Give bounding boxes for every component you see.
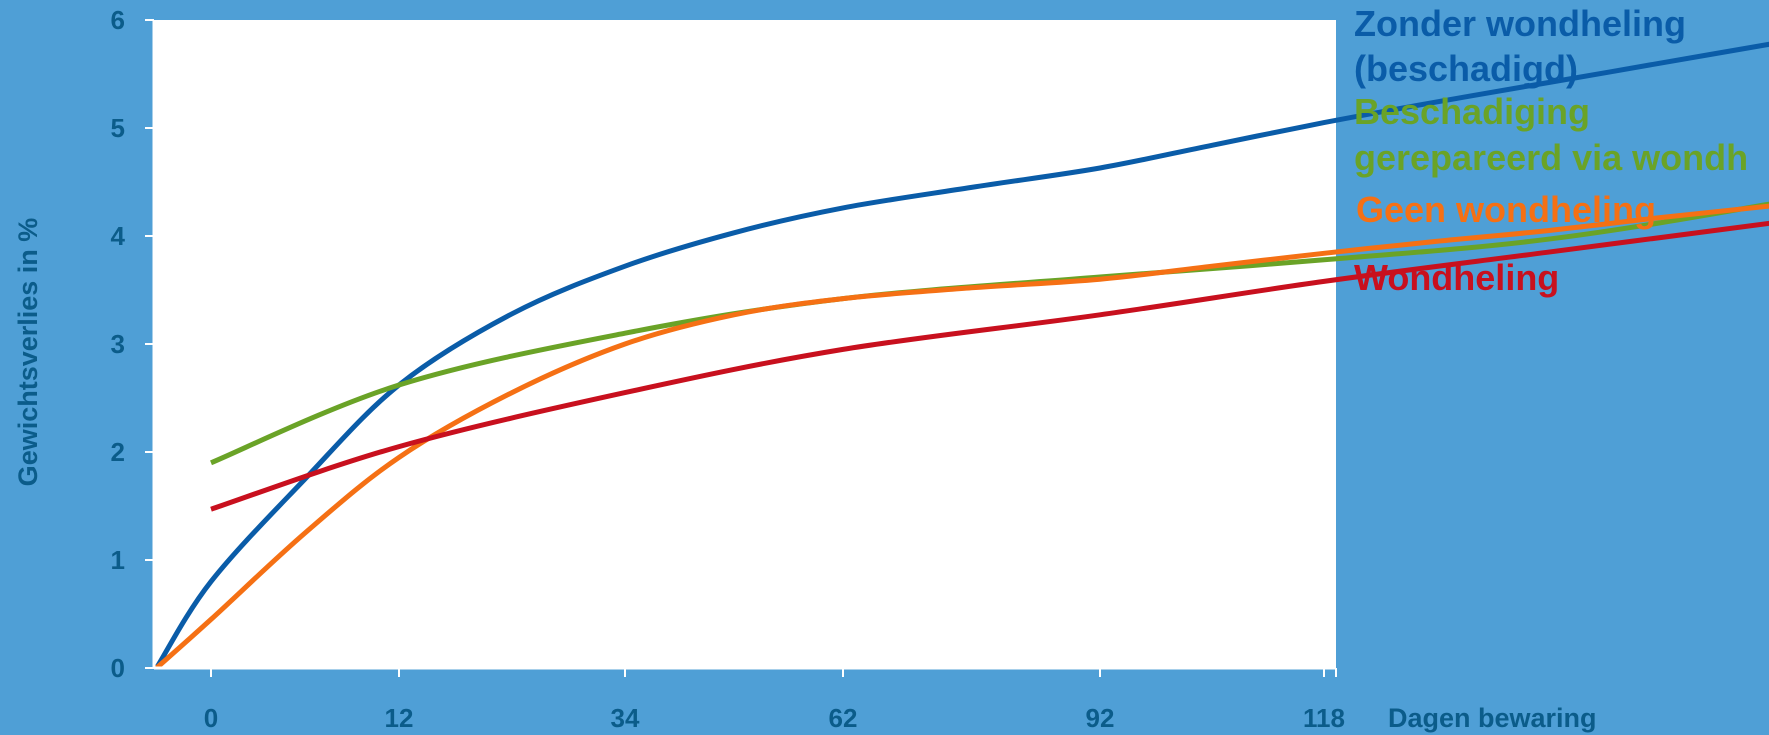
y-tick-label-5: 5 — [111, 113, 125, 143]
legend-geen-wondheling: Geen wondheling — [1356, 189, 1656, 230]
y-axis-label: Gewichtsverlies in % — [13, 218, 43, 487]
series-line-geen-wondheling — [154, 203, 1769, 670]
legend: Zonder wondheling (beschadigd) Beschadig… — [1354, 3, 1748, 298]
x-tick-label-92: 92 — [1086, 703, 1115, 733]
y-tick-label-2: 2 — [111, 437, 125, 467]
x-tick-label-12: 12 — [385, 703, 414, 733]
y-tick-label-0: 0 — [111, 653, 125, 683]
plot-area — [154, 20, 1336, 668]
x-tick-label-118: 118 — [1303, 703, 1345, 733]
legend-wondheling: Wondheling — [1354, 257, 1559, 298]
series-lines — [154, 41, 1769, 670]
x-tick-label-62: 62 — [829, 703, 858, 733]
series-line-zonder-wondheling-beschadigd — [154, 41, 1769, 670]
legend-zonder-wondheling: Zonder wondheling (beschadigd) — [1354, 3, 1696, 89]
x-tick-label-34: 34 — [611, 703, 640, 733]
y-tick-label-1: 1 — [111, 545, 125, 575]
y-tick-label-3: 3 — [111, 329, 125, 359]
y-tick-label-4: 4 — [111, 221, 126, 251]
x-axis-label: Dagen bewaring — [1388, 703, 1597, 733]
series-line-wondheling — [210, 220, 1769, 512]
y-tick-label-6: 6 — [111, 5, 125, 35]
x-tick-label-0: 0 — [204, 703, 218, 733]
legend-beschadiging-gerepareerd: Beschadiging gerepareerd via wondh — [1354, 91, 1748, 178]
